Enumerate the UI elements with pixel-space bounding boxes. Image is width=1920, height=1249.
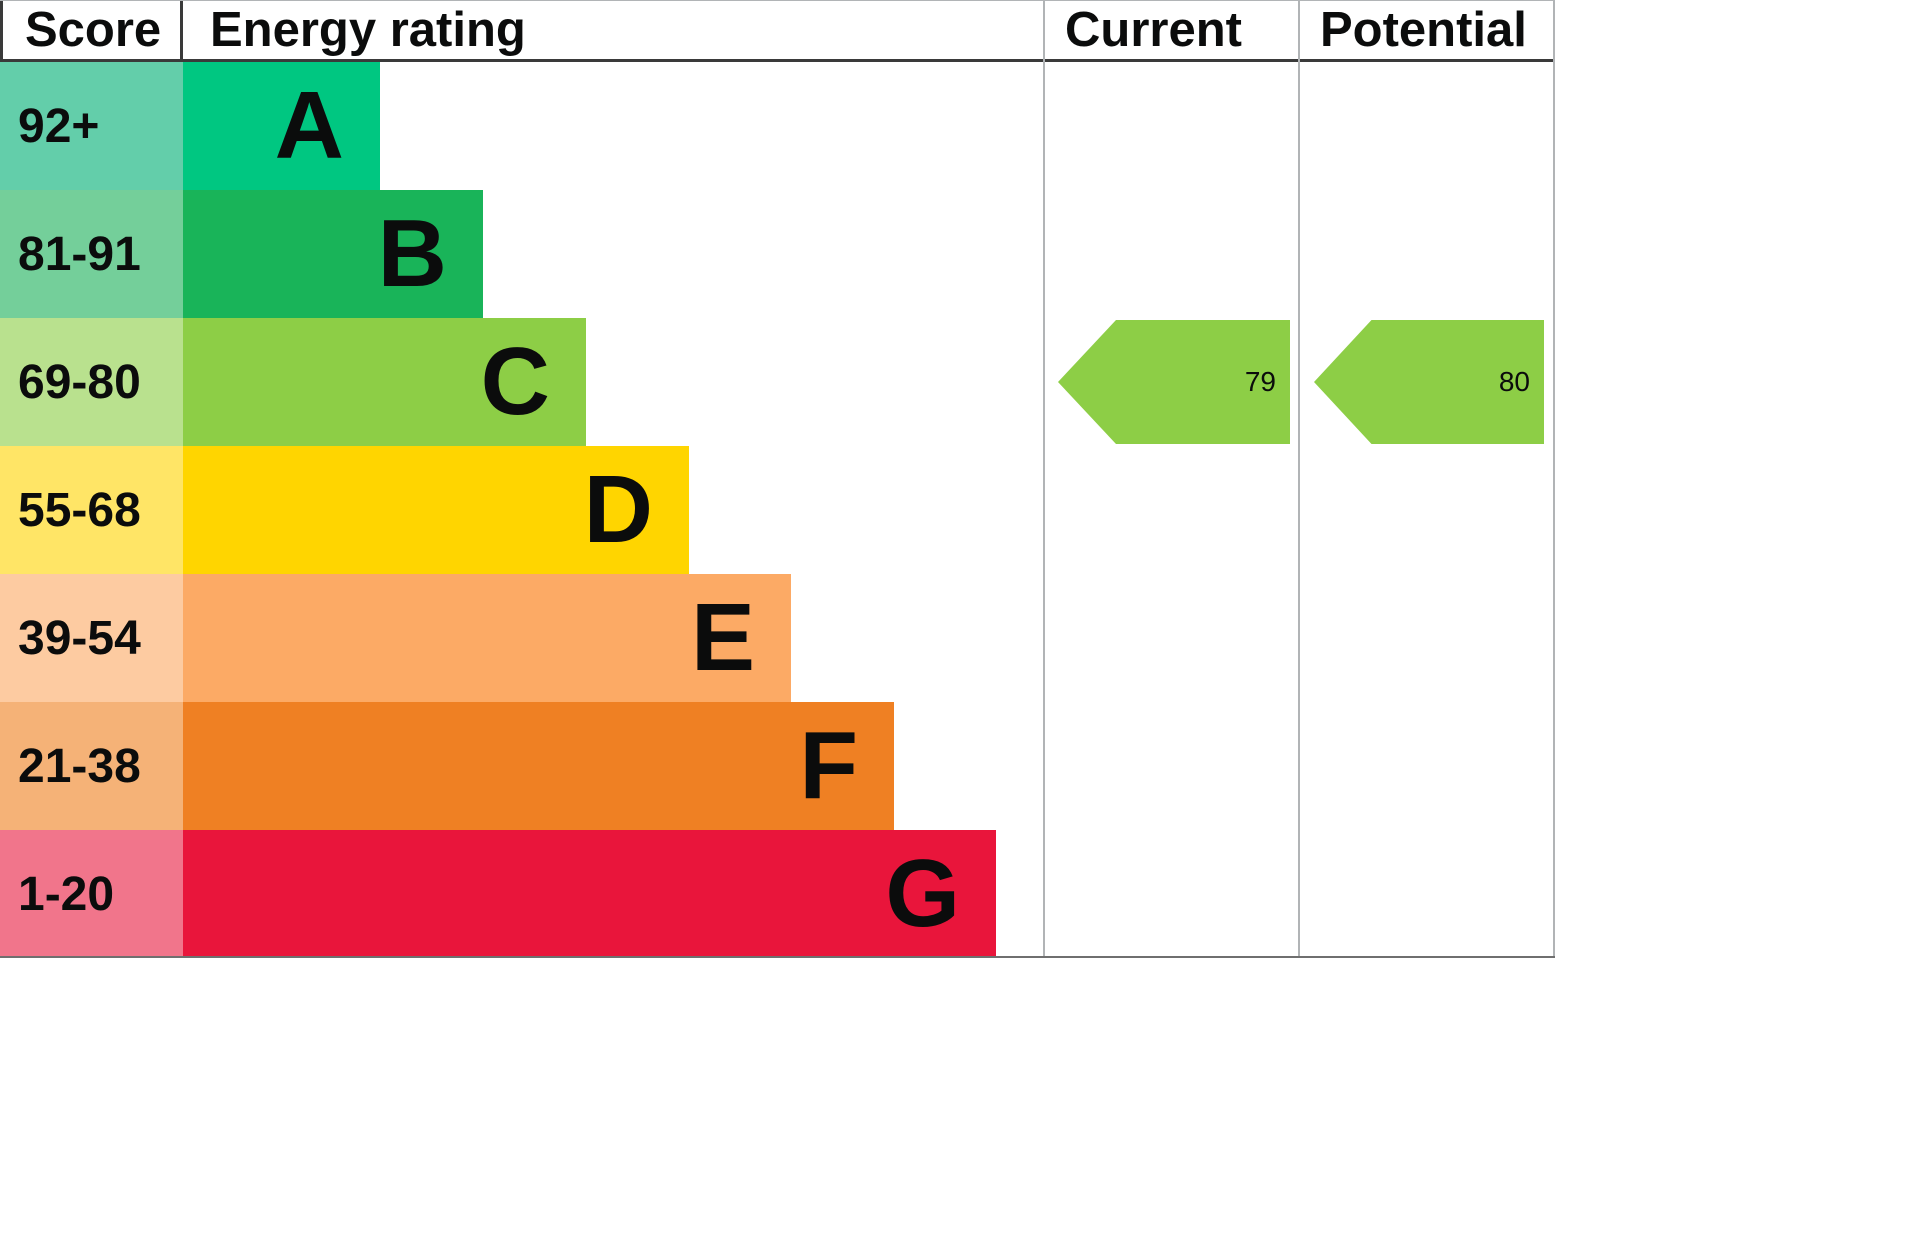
score-range: 1-20: [18, 867, 115, 921]
header-energy-rating-label: Energy rating: [210, 2, 526, 57]
header-current-label: Current: [1065, 2, 1242, 57]
rating-bar: F: [183, 702, 894, 830]
rating-bar: C: [183, 318, 586, 446]
current-value: 79: [1244, 366, 1276, 397]
column-divider-potential: [1298, 0, 1300, 958]
score-range-cell: 1-20: [0, 830, 183, 958]
score-range-cell: 39-54: [0, 574, 183, 702]
chart-right-border: [1553, 0, 1555, 958]
score-range-cell: 92+: [0, 62, 183, 190]
band-row-b: 81-91 B: [0, 190, 1555, 318]
score-range: 55-68: [18, 483, 141, 537]
score-range-cell: 69-80: [0, 318, 183, 446]
potential-value: 80: [1498, 366, 1530, 397]
chart-bottom-border: [0, 956, 1555, 958]
rating-bar: A: [183, 62, 380, 190]
band-row-g: 1-20 G: [0, 830, 1555, 958]
band-row-f: 21-38 F: [0, 702, 1555, 830]
potential-arrow: 80: [1314, 320, 1544, 444]
score-range: 81-91: [18, 227, 141, 281]
rating-bar: B: [183, 190, 483, 318]
score-range: 69-80: [18, 355, 141, 409]
band-row-d: 55-68 D: [0, 446, 1555, 574]
rating-letter: D: [583, 456, 653, 563]
column-divider-current: [1043, 0, 1045, 958]
header-potential-label: Potential: [1320, 2, 1527, 57]
band-row-c: 69-80 C: [0, 318, 1555, 446]
rating-bar: D: [183, 446, 689, 574]
score-range-cell: 55-68: [0, 446, 183, 574]
rating-letter: G: [885, 840, 960, 947]
chart-header-row: Score Energy rating Current Potential: [0, 0, 1555, 62]
epc-rating-chart: Score Energy rating Current Potential 92…: [0, 0, 1555, 958]
band-row-e: 39-54 E: [0, 574, 1555, 702]
score-range: 21-38: [18, 739, 141, 793]
rating-bar: G: [183, 830, 996, 958]
score-range: 39-54: [18, 611, 141, 665]
rating-letter: A: [274, 72, 344, 179]
score-range-cell: 21-38: [0, 702, 183, 830]
header-score-label: Score: [0, 1, 183, 59]
band-row-a: 92+ A: [0, 62, 1555, 190]
rating-letter: E: [690, 584, 755, 691]
rating-letter: B: [377, 200, 447, 307]
rating-bar: E: [183, 574, 791, 702]
rating-letter: C: [480, 328, 550, 435]
rating-letter: F: [799, 712, 858, 819]
score-range: 92+: [18, 99, 100, 153]
band-rows: 92+ A 81-91 B 69-80 C 55-68 D 39-54 E 21…: [0, 62, 1555, 958]
score-range-cell: 81-91: [0, 190, 183, 318]
